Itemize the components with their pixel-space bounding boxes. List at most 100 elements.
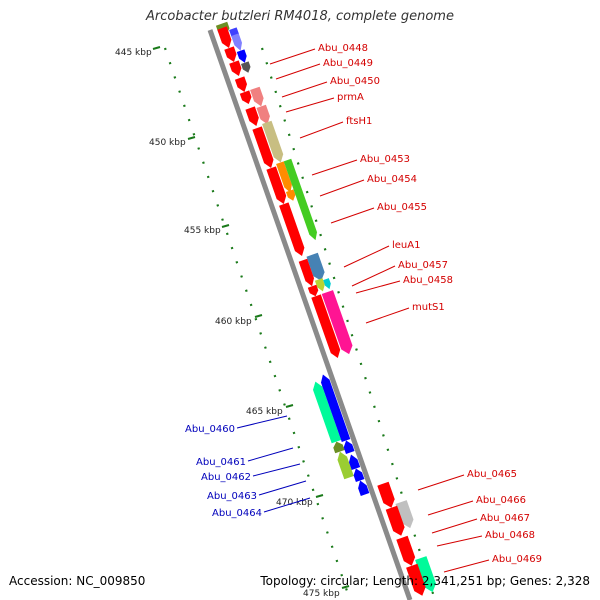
forward-gene-arrow — [231, 33, 242, 51]
forward-gene-arrow — [283, 158, 317, 241]
forward-gene-label: ftsH1 — [346, 116, 372, 127]
kbp-tick-mark — [341, 585, 350, 589]
kbp-tick-mark — [254, 314, 263, 318]
gene-leader-line — [247, 447, 294, 462]
reverse-gene-label: Abu_0462 — [201, 472, 251, 483]
reverse-gene-arrow — [337, 451, 354, 480]
gene-leader-line — [431, 518, 478, 534]
reverse-gene-arrow — [358, 480, 370, 496]
forward-gene-arrow — [245, 106, 259, 126]
forward-gene-label: Abu_0453 — [360, 154, 410, 165]
forward-gene-arrow — [395, 500, 414, 529]
forward-gene-label: leuA1 — [392, 240, 420, 251]
gene-leader-line — [343, 245, 390, 268]
kbp-tick-mark — [152, 46, 161, 50]
forward-gene-label: Abu_0469 — [492, 554, 542, 565]
gene-leader-line — [351, 265, 396, 287]
gene-leader-line — [236, 415, 288, 429]
gene-leader-line — [319, 179, 365, 197]
gene-leader-line — [269, 48, 316, 65]
kbp-tick-mark — [285, 404, 294, 408]
forward-gene-label: Abu_0457 — [398, 260, 448, 271]
forward-gene-arrow — [239, 90, 252, 104]
forward-gene-arrow — [406, 563, 426, 596]
gene-leader-line — [258, 480, 307, 496]
forward-gene-label: Abu_0450 — [330, 76, 380, 87]
gene-leader-line — [330, 207, 375, 224]
forward-gene-arrow — [306, 252, 325, 281]
forward-gene-arrow — [321, 290, 353, 355]
forward-gene-arrow — [311, 294, 341, 358]
forward-gene-arrow — [385, 505, 405, 536]
kbp-tick-label: 445 kbp — [115, 48, 152, 58]
gene-leader-line — [263, 497, 311, 513]
forward-gene-label: Abu_0465 — [467, 469, 517, 480]
forward-gene-arrow — [415, 556, 436, 593]
forward-gene-arrow — [256, 104, 270, 125]
forward-gene-arrow — [252, 126, 274, 168]
forward-gene-arrow — [241, 61, 251, 73]
forward-gene-arrow — [276, 161, 292, 193]
forward-gene-arrow — [307, 284, 319, 297]
forward-gene-label: Abu_0458 — [403, 275, 453, 286]
kbp-tick-label: 465 kbp — [246, 407, 283, 417]
forward-gene-arrow — [396, 535, 416, 566]
forward-gene-label: Abu_0455 — [377, 202, 427, 213]
forward-gene-arrow — [224, 46, 237, 62]
reverse-gene-label: Abu_0464 — [212, 508, 262, 519]
forward-gene-arrow — [236, 49, 247, 63]
kbp-tick-label: 475 kbp — [303, 589, 340, 599]
forward-gene-label: Abu_0449 — [323, 58, 373, 69]
reverse-gene-label: Abu_0460 — [185, 424, 235, 435]
forward-gene-arrow — [323, 278, 331, 290]
forward-gene-label: Abu_0467 — [480, 513, 530, 524]
genome-stats-text: Topology: circular; Length: 2,341,251 bp… — [260, 574, 590, 588]
gene-leader-line — [443, 559, 490, 573]
forward-gene-arrow — [266, 166, 287, 204]
gene-leader-line — [299, 121, 344, 139]
kbp-tick-label: 460 kbp — [215, 317, 252, 327]
gene-leader-line — [311, 159, 358, 176]
gene-leader-line — [417, 474, 465, 491]
gene-leader-line — [436, 535, 483, 547]
reverse-gene-label: Abu_0461 — [196, 457, 246, 468]
reverse-gene-arrow — [313, 381, 342, 444]
forward-gene-label: Abu_0454 — [367, 174, 417, 185]
kbp-tick-label: 455 kbp — [184, 226, 221, 236]
map-title: Arcobacter butzleri RM4018, complete gen… — [146, 9, 454, 24]
gene-leader-line — [427, 500, 474, 516]
kbp-tick-mark — [221, 224, 230, 228]
reverse-gene-arrow — [343, 440, 355, 454]
forward-gene-arrow — [377, 481, 395, 508]
forward-gene-arrow — [279, 202, 305, 256]
forward-gene-arrow — [298, 258, 314, 287]
gene-leader-line — [275, 63, 321, 80]
forward-gene-label: Abu_0468 — [485, 530, 535, 541]
forward-gene-arrow — [234, 76, 247, 92]
forward-gene-arrow — [229, 60, 242, 76]
gene-leader-line — [365, 307, 410, 324]
forward-gene-label: Abu_0448 — [318, 43, 368, 54]
forward-gene-arrow — [314, 278, 325, 292]
gene-leader-line — [285, 97, 335, 113]
forward-gene-arrow — [285, 189, 296, 201]
kbp-tick-mark — [187, 136, 196, 140]
forward-gene-label: mutS1 — [412, 302, 445, 313]
forward-gene-arrow — [262, 120, 284, 163]
reverse-gene-arrow — [353, 468, 365, 482]
reverse-gene-arrow — [349, 454, 361, 470]
forward-gene-arrow — [250, 86, 264, 107]
genome-backbone — [207, 29, 413, 600]
gene-leader-line — [281, 81, 328, 98]
reverse-gene-label: Abu_0463 — [207, 491, 257, 502]
forward-gene-label: prmA — [337, 92, 364, 103]
kbp-tick-label: 450 kbp — [149, 138, 186, 148]
reverse-gene-arrow — [321, 374, 351, 442]
reverse-gene-arrow — [333, 441, 345, 454]
kbp-tick-mark — [315, 494, 324, 498]
gene-leader-line — [355, 280, 401, 294]
forward-gene-arrow — [217, 26, 232, 48]
forward-gene-label: Abu_0466 — [476, 495, 526, 506]
